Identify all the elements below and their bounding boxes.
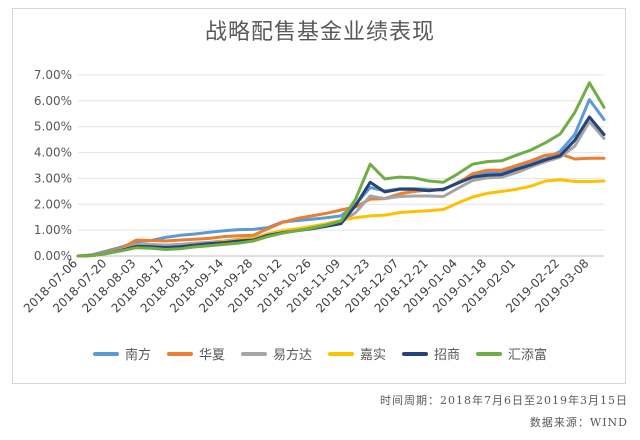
grid-lines — [78, 74, 604, 257]
x-axis: 2018-07-062018-07-202018-08-032018-08-17… — [21, 256, 592, 315]
legend-label: 易方达 — [272, 348, 312, 363]
legend-swatch — [92, 351, 119, 356]
y-tick-label: 2.00% — [34, 197, 72, 211]
chart-frame — [12, 8, 626, 384]
series-lines — [76, 81, 606, 258]
y-tick-label: 1.00% — [34, 223, 72, 237]
legend-swatch — [328, 351, 354, 356]
legend-swatch — [402, 351, 429, 356]
chart-title: 战略配售基金业绩表现 — [204, 20, 435, 45]
legend-item: 嘉实 — [328, 344, 386, 363]
legend-swatch — [240, 351, 267, 356]
y-tick-label: 7.00% — [34, 68, 72, 82]
legend-item: 易方达 — [240, 344, 312, 363]
y-tick-label: 4.00% — [34, 146, 72, 160]
legend-label: 华夏 — [198, 348, 225, 363]
legend-label: 南方 — [124, 348, 151, 363]
y-tick-label: 0.00% — [34, 249, 72, 263]
series-line — [76, 98, 606, 258]
legend: 南方 华夏 易方达 嘉实 招商 汇添富 — [0, 344, 640, 363]
legend-label: 招商 — [434, 348, 461, 363]
legend-item: 汇添富 — [476, 344, 547, 363]
time-period-note: 时间周期：2018年7月6日至2019年3月15日 — [380, 394, 628, 407]
legend-item: 南方 — [92, 344, 151, 363]
legend-label: 嘉实 — [360, 348, 387, 363]
legend-swatch — [476, 351, 503, 356]
legend-swatch — [166, 351, 193, 356]
legend-item: 招商 — [402, 344, 460, 363]
data-source-note: 数据来源：WIND — [529, 416, 628, 429]
legend-label: 汇添富 — [508, 348, 548, 363]
series-line — [76, 81, 606, 258]
y-tick-label: 3.00% — [34, 171, 72, 185]
y-tick-label: 5.00% — [34, 120, 72, 134]
legend-item: 华夏 — [166, 344, 225, 363]
y-tick-label: 6.00% — [34, 94, 72, 108]
series-line — [76, 152, 606, 258]
y-axis: 0.00% 1.00% 2.00% 3.00% 4.00% 5.00% 6.00% 7.00% — [34, 68, 72, 263]
series-line — [76, 115, 606, 258]
